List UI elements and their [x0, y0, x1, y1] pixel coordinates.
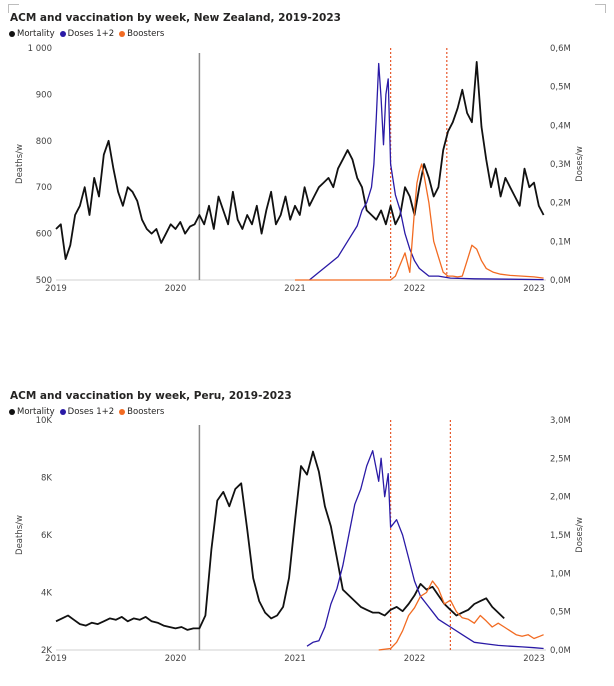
legend-dot-mortality-icon: [9, 409, 15, 415]
y2-tick-label: 1,0M: [550, 569, 571, 579]
y2-axis-title: Doses/w: [575, 517, 585, 553]
chart-title: ACM and vaccination by week, New Zealand…: [10, 12, 341, 24]
y-tick-label: 500: [36, 276, 52, 286]
x-tick-label: 2022: [404, 284, 426, 294]
legend-label-boosters: Boosters: [127, 29, 165, 39]
legend-label-mortality: Mortality: [17, 407, 55, 417]
legend-item-boosters[interactable]: Boosters: [119, 407, 164, 417]
legend-dot-boosters-icon: [119, 31, 126, 37]
y-tick-label: 700: [36, 183, 52, 193]
y2-tick-label: 2,0M: [550, 493, 571, 503]
y2-tick-label: 1,5M: [550, 531, 571, 541]
x-tick-label: 2019: [45, 654, 67, 664]
legend-dot-doses-icon: [59, 31, 66, 37]
y2-tick-label: 0,6M: [550, 44, 571, 54]
y-tick-label: 1 000: [28, 44, 52, 54]
y-tick-label: 800: [36, 137, 52, 147]
y2-tick-label: 2,5M: [550, 454, 571, 464]
chart-panel-nz: ACM and vaccination by week, New Zealand…: [0, 0, 614, 300]
y2-axis-title: Doses/w: [575, 146, 585, 182]
legend-dot-mortality-icon: [9, 31, 15, 37]
y2-tick-label: 0,4M: [550, 121, 571, 131]
legend-item-doses[interactable]: Doses 1+2: [59, 29, 115, 39]
y-tick-label: 6K: [41, 531, 52, 541]
chart-panel-peru: ACM and vaccination by week, Peru, 2019-…: [0, 378, 614, 678]
y-tick-label: 8K: [41, 474, 52, 484]
series-line-boosters: [295, 163, 544, 281]
x-tick-label: 2022: [404, 654, 426, 664]
legend-dot-doses-icon: [59, 409, 66, 415]
x-tick-label: 2021: [284, 654, 306, 664]
y2-tick-label: 0,1M: [550, 237, 571, 247]
legend-item-boosters[interactable]: Boosters: [119, 29, 164, 39]
series-line-doses: [308, 62, 544, 281]
series-line-doses: [306, 450, 544, 650]
legend-dot-boosters-icon: [119, 409, 126, 415]
series-line-mortality: [55, 61, 545, 261]
x-tick-label: 2023: [523, 654, 545, 664]
y2-tick-label: 0,0M: [550, 276, 571, 286]
legend-label-boosters: Boosters: [127, 407, 165, 417]
chart-legend: Mortality Doses 1+2 Boosters: [9, 29, 164, 39]
y2-tick-label: 0,5M: [550, 608, 571, 618]
legend-item-doses[interactable]: Doses 1+2: [59, 407, 115, 417]
corner-mark-right: [595, 4, 606, 13]
series-line-mortality: [55, 450, 505, 631]
y-axis-title: Deaths/w: [15, 144, 25, 184]
legend-item-mortality[interactable]: Mortality: [9, 29, 55, 39]
legend-label-doses: Doses 1+2: [67, 407, 115, 417]
y-tick-label: 2K: [41, 646, 52, 656]
corner-mark-left: [8, 4, 19, 13]
chart-legend: Mortality Doses 1+2 Boosters: [9, 407, 164, 417]
chart-title: ACM and vaccination by week, Peru, 2019-…: [10, 390, 292, 402]
x-tick-label: 2019: [45, 284, 67, 294]
x-tick-label: 2020: [165, 284, 187, 294]
y-tick-label: 900: [36, 90, 52, 100]
legend-item-mortality[interactable]: Mortality: [9, 407, 55, 417]
legend-label-mortality: Mortality: [17, 29, 55, 39]
y-tick-label: 600: [36, 230, 52, 240]
x-tick-label: 2023: [523, 284, 545, 294]
chart-plot-nz: 500 600 700 800 900 1 000 0,0M 0,1M 0,2M 0,3M 0,4M…: [15, 44, 585, 294]
chart-plot-peru: 2K 4K 6K 8K 10K 0,0M 0,5M 1,0M 1,5M 2,0M 2,5M 3,0M 2…: [15, 416, 585, 664]
y-tick-label: 10K: [36, 416, 53, 426]
y-axis-title: Deaths/w: [15, 515, 25, 555]
y2-tick-label: 0,3M: [550, 160, 571, 170]
y-tick-label: 4K: [41, 589, 52, 599]
y2-tick-label: 0,2M: [550, 199, 571, 209]
series-line-boosters: [378, 580, 544, 651]
y2-tick-label: 0,5M: [550, 83, 571, 93]
y2-tick-label: 0,0M: [550, 646, 571, 656]
legend-label-doses: Doses 1+2: [67, 29, 115, 39]
y2-tick-label: 3,0M: [550, 416, 571, 426]
x-tick-label: 2021: [284, 284, 306, 294]
x-tick-label: 2020: [165, 654, 187, 664]
